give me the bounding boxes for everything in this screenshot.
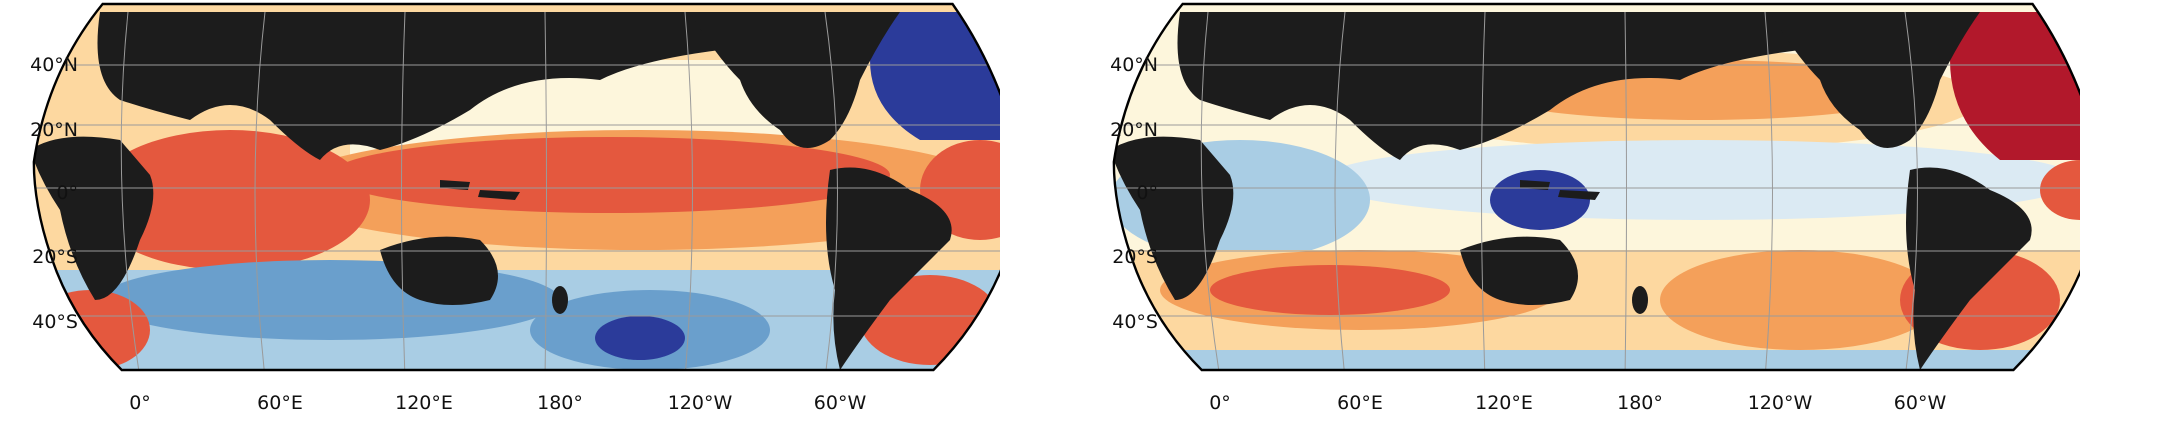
right-lon-label-120w: 120°W (1747, 392, 1813, 414)
left-lon-label-60w: 60°W (813, 392, 867, 414)
right-map-panel: 40°N 20°N 0° 20°S 40°S 0° 60°E 120°E 180… (1080, 0, 2080, 443)
right-lon-label-60e: 60°E (1337, 392, 1383, 414)
left-ocean-field (33, 4, 1000, 370)
right-lat-label-40n: 40°N (1110, 54, 1158, 76)
right-graticule (1113, 11, 2080, 370)
left-map-border (32, 2, 1000, 372)
left-map-panel: 40°N 20°N 0° 20°S 40°S 0° 60°E 120°E 180… (0, 0, 1000, 443)
right-land (1113, 12, 2032, 370)
left-lat-label-40n: 40°N (30, 54, 78, 76)
left-lon-label-120w: 120°W (667, 392, 733, 414)
right-lat-label-20s: 20°S (1112, 246, 1158, 268)
left-graticule (33, 11, 1000, 370)
right-map-border (1112, 2, 2080, 372)
right-lon-label-120e: 120°E (1475, 392, 1533, 414)
right-lat-label-0: 0° (1136, 182, 1158, 204)
right-lat-label-20n: 20°N (1110, 119, 1158, 141)
right-map (1112, 2, 2080, 372)
left-lon-label-0: 0° (129, 392, 151, 414)
right-lon-label-60w: 60°W (1893, 392, 1947, 414)
left-lat-label-20s: 20°S (32, 246, 78, 268)
left-lat-label-40s: 40°S (32, 311, 78, 333)
right-lon-label-0: 0° (1209, 392, 1231, 414)
left-lat-label-0: 0° (56, 182, 78, 204)
right-lon-label-180: 180° (1617, 392, 1663, 414)
left-lon-label-180: 180° (537, 392, 583, 414)
right-lat-label-40s: 40°S (1112, 311, 1158, 333)
left-lon-label-120e: 120°E (395, 392, 453, 414)
left-map (32, 2, 1000, 372)
right-ocean-field (1113, 4, 2080, 370)
left-land (33, 12, 952, 370)
left-lon-label-60e: 60°E (257, 392, 303, 414)
left-lat-label-20n: 20°N (30, 119, 78, 141)
